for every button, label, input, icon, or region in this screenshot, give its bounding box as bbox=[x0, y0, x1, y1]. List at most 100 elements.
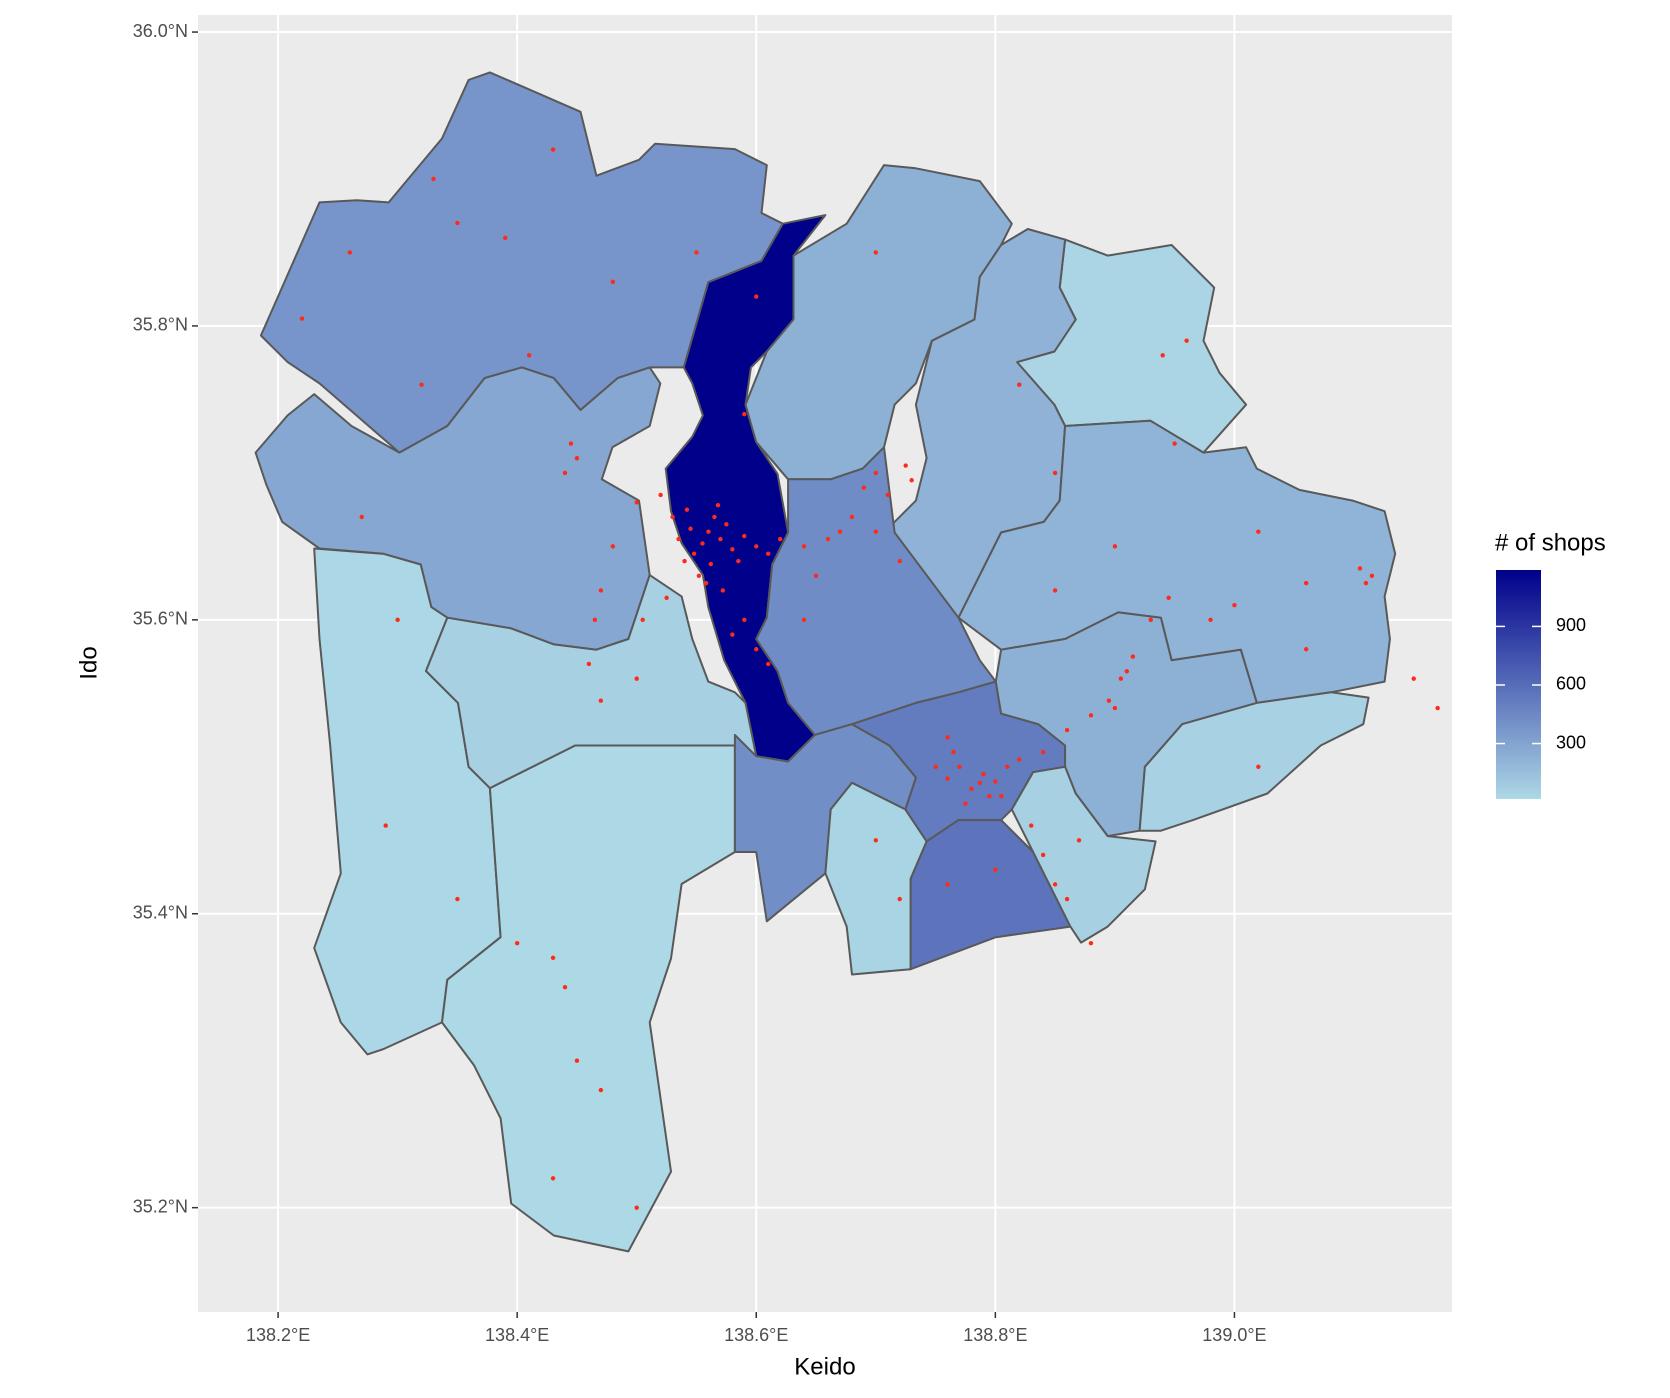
shop-point bbox=[1052, 882, 1058, 887]
shop-point bbox=[873, 470, 879, 476]
shop-point bbox=[694, 250, 699, 255]
shop-point bbox=[568, 441, 574, 446]
shop-point bbox=[1256, 529, 1261, 534]
shop-point bbox=[801, 544, 807, 549]
x-tick-label: 138.6°E bbox=[724, 1325, 788, 1345]
shop-point bbox=[1040, 852, 1046, 858]
shop-point bbox=[909, 478, 914, 483]
shop-point bbox=[503, 235, 508, 240]
region bbox=[1010, 765, 1157, 944]
x-tick-label: 138.2°E bbox=[246, 1325, 310, 1345]
shop-point bbox=[455, 896, 460, 902]
shop-point bbox=[684, 507, 690, 512]
shop-point bbox=[634, 500, 639, 505]
y-tick-label: 35.2°N bbox=[133, 1196, 188, 1216]
shop-point bbox=[742, 617, 747, 623]
region bbox=[425, 574, 758, 790]
shop-point bbox=[801, 617, 807, 623]
shop-point bbox=[1184, 338, 1189, 343]
shop-point bbox=[933, 764, 938, 770]
shop-point bbox=[640, 617, 645, 623]
shop-point bbox=[754, 544, 759, 549]
shop-point bbox=[1017, 757, 1022, 762]
shop-point bbox=[691, 551, 697, 556]
shop-point bbox=[664, 595, 669, 601]
shop-point bbox=[993, 867, 998, 872]
shop-point bbox=[849, 514, 855, 520]
shop-point bbox=[903, 463, 908, 468]
shop-point bbox=[1124, 669, 1130, 674]
shop-point bbox=[634, 676, 639, 681]
shop-point bbox=[1112, 705, 1118, 711]
shop-point bbox=[981, 771, 986, 777]
shop-point bbox=[574, 456, 580, 461]
shop-point bbox=[1064, 727, 1070, 733]
shop-point bbox=[1232, 602, 1237, 608]
shop-point bbox=[574, 1058, 580, 1063]
shop-point bbox=[724, 522, 729, 527]
shop-point bbox=[347, 250, 353, 255]
shop-point bbox=[700, 541, 705, 546]
region bbox=[994, 611, 1258, 838]
shop-point bbox=[610, 544, 616, 549]
shop-point bbox=[562, 470, 568, 476]
y-axis-title: Ido bbox=[75, 646, 102, 679]
shop-point bbox=[610, 279, 616, 285]
shop-point bbox=[634, 1205, 639, 1210]
shop-point bbox=[825, 536, 831, 542]
shop-point bbox=[586, 661, 592, 667]
shop-point bbox=[708, 561, 714, 567]
y-tick-label: 35.8°N bbox=[133, 315, 188, 335]
shop-point bbox=[766, 551, 771, 556]
shop-point bbox=[431, 176, 436, 182]
shop-point bbox=[562, 985, 568, 990]
axes: 138.2°E 138.4°E 138.6°E 138.8°E 139.0°E 35.2°… bbox=[133, 21, 1267, 1345]
shop-point bbox=[1172, 441, 1177, 446]
legend-label: 600 bbox=[1556, 674, 1586, 694]
shop-point bbox=[696, 573, 702, 578]
shop-point bbox=[730, 632, 735, 637]
shop-point bbox=[742, 533, 747, 539]
shop-point bbox=[730, 547, 735, 552]
shop-point bbox=[712, 514, 717, 520]
shop-point bbox=[688, 526, 693, 531]
shop-point bbox=[977, 780, 983, 786]
x-tick-label: 138.8°E bbox=[963, 1325, 1027, 1345]
shop-point bbox=[676, 536, 681, 542]
shop-point bbox=[1052, 470, 1058, 476]
shop-point bbox=[861, 485, 867, 490]
regions bbox=[254, 71, 1397, 1253]
shop-point bbox=[658, 492, 663, 498]
shop-point bbox=[945, 735, 950, 740]
y-tick-label: 35.6°N bbox=[133, 609, 188, 629]
shop-point bbox=[1303, 647, 1309, 652]
shop-point bbox=[945, 882, 950, 887]
shop-point bbox=[715, 503, 721, 508]
shop-point bbox=[945, 776, 950, 781]
shop-point bbox=[706, 529, 711, 534]
legend: # of shops 300 600 900 bbox=[1495, 529, 1606, 799]
shop-point bbox=[592, 617, 598, 623]
shop-point bbox=[1112, 544, 1118, 549]
shop-point bbox=[957, 764, 962, 770]
legend-title: # of shops bbox=[1495, 529, 1606, 556]
shop-point bbox=[359, 514, 364, 520]
shop-point bbox=[999, 793, 1004, 799]
shop-point bbox=[550, 147, 556, 152]
x-tick-label: 138.4°E bbox=[485, 1325, 549, 1345]
shop-point bbox=[987, 793, 992, 799]
points bbox=[299, 147, 1440, 1210]
shop-point bbox=[1435, 705, 1440, 711]
shop-point bbox=[813, 573, 819, 578]
shop-point bbox=[897, 558, 902, 564]
shop-point bbox=[703, 580, 709, 586]
shop-point bbox=[754, 294, 759, 299]
shop-point bbox=[951, 749, 956, 755]
shop-point bbox=[526, 353, 532, 358]
shop-point bbox=[550, 955, 556, 961]
shop-point bbox=[1088, 713, 1094, 718]
shop-point bbox=[993, 779, 998, 784]
shop-point bbox=[1160, 353, 1165, 358]
